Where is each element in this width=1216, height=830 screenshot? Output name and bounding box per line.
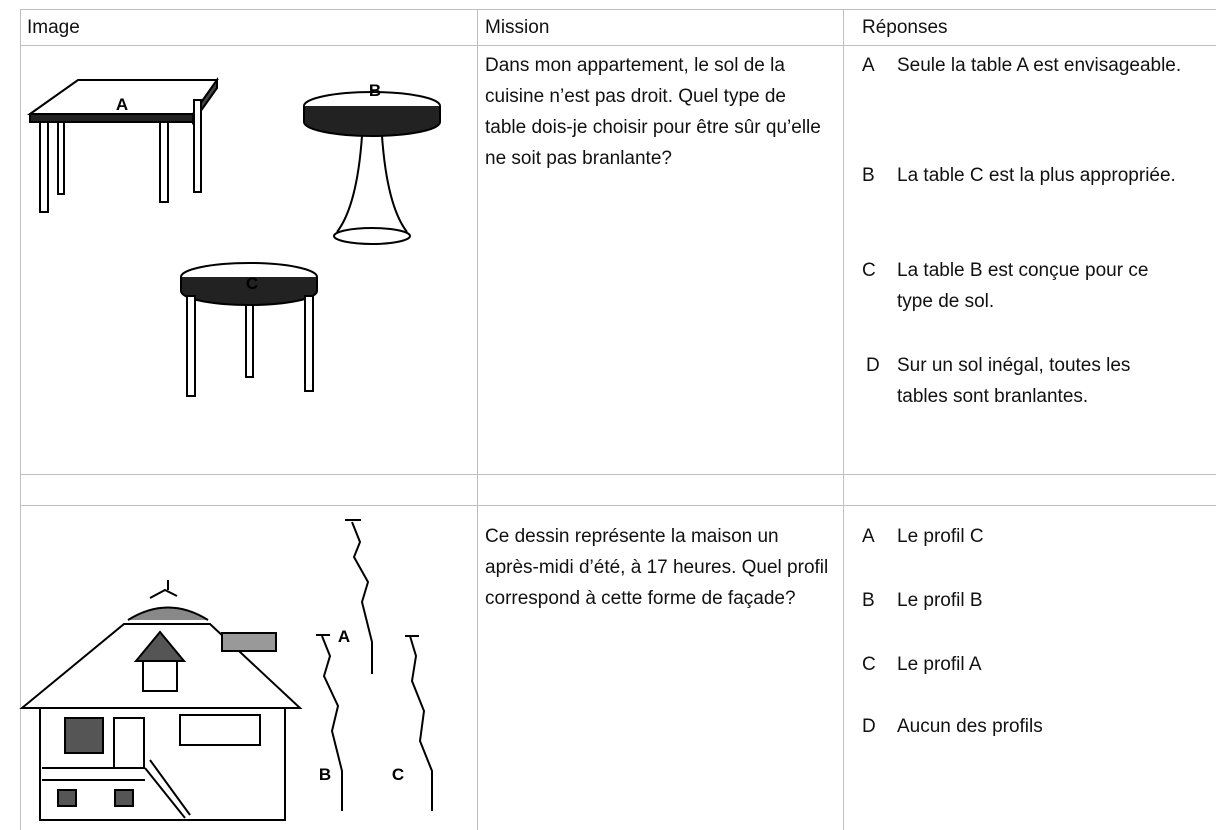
- answer-letter: D: [866, 355, 880, 376]
- header: Image: [27, 17, 80, 38]
- answer-text: Le profil B: [897, 590, 983, 611]
- answer: D Sur un sol inégal, toutes les tables so…: [866, 350, 1167, 412]
- image-label: B: [369, 81, 381, 100]
- answer-letter: B: [862, 165, 875, 186]
- answer: C La table B est conçue pour ce type de s…: [862, 255, 1187, 317]
- answer-text: Le profil A: [897, 654, 982, 675]
- answer: B La table C est la plus appropriée.: [862, 160, 1187, 191]
- answer: C Le profil A: [862, 649, 1187, 680]
- answer-letter: A: [862, 55, 875, 76]
- header: Réponses: [862, 17, 948, 38]
- mission-text: Dans mon appartement, le sol de la cuisi…: [485, 55, 821, 169]
- image-label: A: [116, 95, 128, 114]
- answer-text: La table C est la plus appropriée.: [897, 165, 1176, 186]
- answer-letter: B: [862, 590, 875, 611]
- answer-text: Le profil C: [897, 526, 984, 547]
- answer-text: La table B est conçue pour ce type de so…: [897, 260, 1149, 312]
- answer-letter: C: [862, 654, 876, 675]
- answer: B Le profil B: [862, 585, 1187, 616]
- answer-text: Aucun des profils: [897, 716, 1043, 737]
- answer: D Aucun des profils: [862, 711, 1187, 742]
- house-illustration: [19, 519, 433, 821]
- header: Mission: [485, 17, 550, 38]
- answer-text: Seule la table A est envisageable.: [897, 55, 1182, 76]
- answer: A Seule la table A est envisageable.: [862, 50, 1187, 81]
- answer-letter: C: [862, 260, 876, 281]
- answer-letter: A: [862, 526, 875, 547]
- image-label: B: [319, 765, 331, 784]
- image-label: A: [338, 627, 350, 646]
- image-label: C: [392, 765, 404, 784]
- answer-letter: D: [862, 716, 876, 737]
- answer: A Le profil C: [862, 521, 1187, 552]
- image-label: C: [246, 274, 258, 293]
- table-borders: [20, 9, 1216, 830]
- mission-text: Ce dessin représente la maison un après-…: [485, 526, 829, 609]
- answer-text: Sur un sol inégal, toutes les tables son…: [897, 355, 1131, 407]
- tables-illustration: [26, 76, 441, 397]
